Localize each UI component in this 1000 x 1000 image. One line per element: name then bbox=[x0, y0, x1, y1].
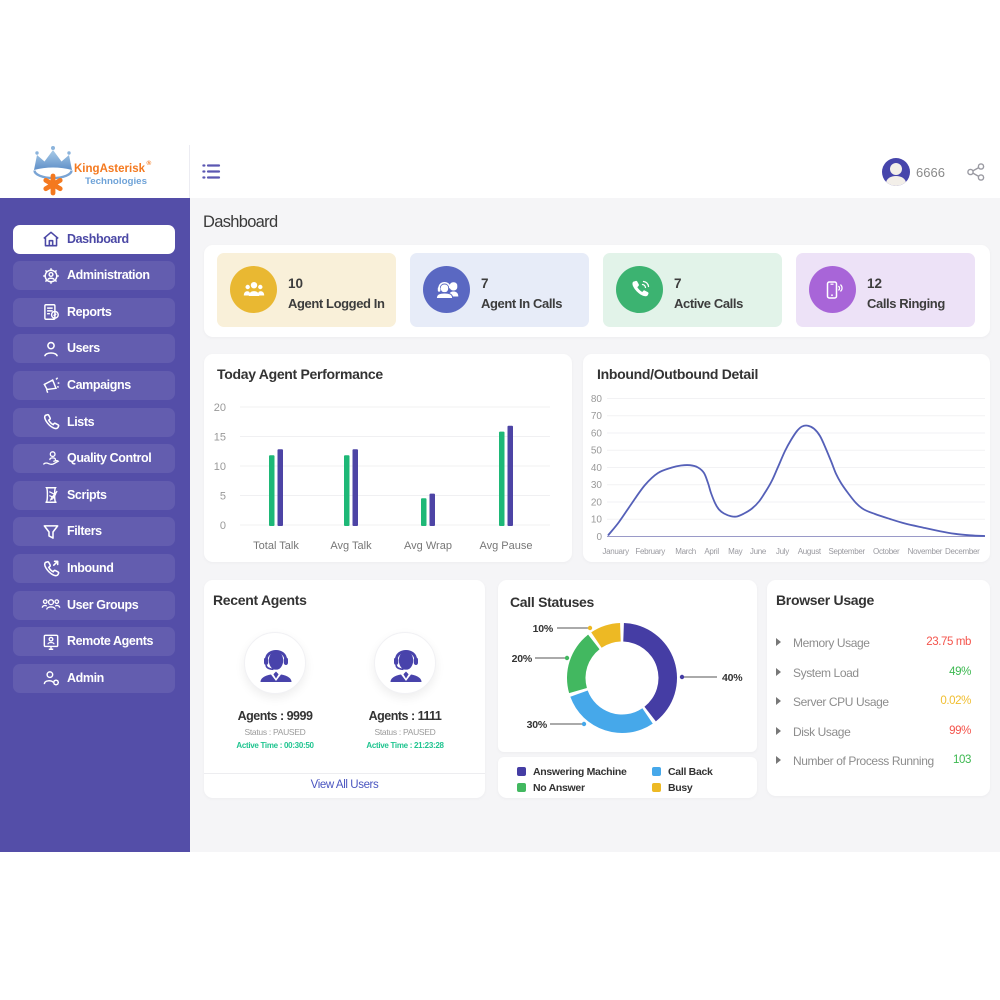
svg-text:5: 5 bbox=[220, 491, 226, 503]
svg-text:15: 15 bbox=[214, 432, 226, 444]
svg-text:Avg Pause: Avg Pause bbox=[479, 540, 532, 552]
svg-text:®: ® bbox=[147, 159, 152, 167]
svg-text:60: 60 bbox=[591, 429, 603, 440]
svg-text:April: April bbox=[704, 547, 719, 556]
svg-text:0: 0 bbox=[596, 532, 602, 543]
svg-text:70: 70 bbox=[591, 411, 603, 422]
svg-text:10: 10 bbox=[591, 515, 603, 526]
svg-text:Avg Talk: Avg Talk bbox=[330, 540, 372, 552]
svg-text:10: 10 bbox=[214, 461, 226, 473]
svg-text:KingAsterisk: KingAsterisk bbox=[74, 161, 145, 175]
svg-text:10%: 10% bbox=[533, 623, 554, 635]
svg-text:Technologies: Technologies bbox=[85, 176, 147, 187]
svg-text:30: 30 bbox=[591, 480, 603, 491]
svg-text:August: August bbox=[798, 547, 822, 556]
svg-text:September: September bbox=[828, 547, 865, 556]
svg-text:40%: 40% bbox=[722, 672, 743, 684]
svg-text:30%: 30% bbox=[527, 719, 548, 731]
svg-text:November: November bbox=[908, 547, 943, 556]
svg-text:June: June bbox=[750, 547, 767, 556]
svg-text:Total Talk: Total Talk bbox=[253, 540, 299, 552]
svg-text:20: 20 bbox=[214, 402, 226, 414]
svg-text:March: March bbox=[675, 547, 696, 556]
svg-text:February: February bbox=[635, 547, 665, 556]
svg-text:Avg Wrap: Avg Wrap bbox=[404, 540, 452, 552]
svg-text:0: 0 bbox=[220, 520, 226, 532]
svg-text:80: 80 bbox=[591, 394, 603, 405]
svg-text:50: 50 bbox=[591, 446, 603, 457]
svg-text:20: 20 bbox=[591, 498, 603, 509]
svg-text:January: January bbox=[602, 547, 629, 556]
svg-text:May: May bbox=[728, 547, 743, 556]
svg-text:December: December bbox=[945, 547, 980, 556]
svg-text:40: 40 bbox=[591, 463, 603, 474]
svg-text:20%: 20% bbox=[512, 653, 533, 665]
svg-text:July: July bbox=[776, 547, 789, 556]
svg-text:October: October bbox=[873, 547, 900, 556]
